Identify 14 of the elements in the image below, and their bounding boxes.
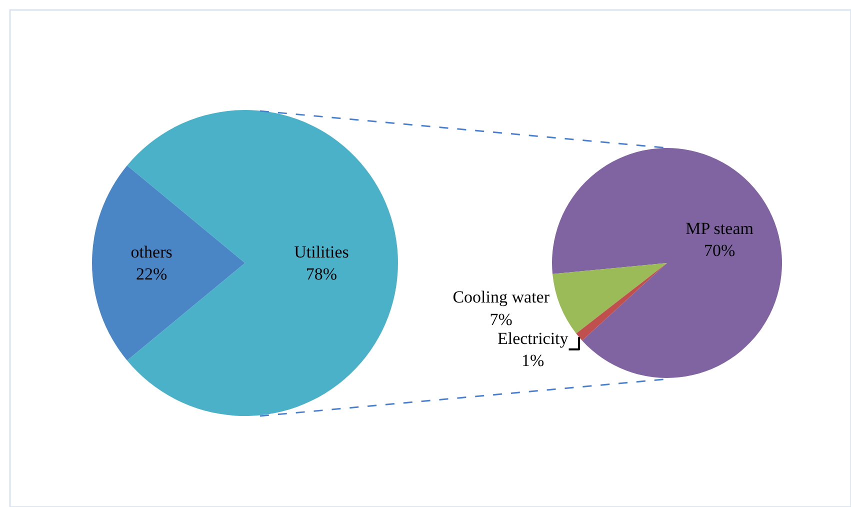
pie-slice <box>127 110 398 416</box>
slice-label: Electricity <box>497 328 569 348</box>
data-label: 7% <box>490 310 512 329</box>
pie-slice <box>92 165 245 361</box>
data-label: 78% <box>306 264 338 284</box>
data-label: 1% <box>522 350 544 370</box>
data-label: 70% <box>704 241 736 260</box>
slice-label: MP steam <box>686 219 754 238</box>
slice-label: Cooling water <box>452 288 550 307</box>
data-label: 22% <box>136 264 168 284</box>
slice-label: Utilities <box>294 242 349 262</box>
pie-slice <box>552 263 667 334</box>
slice-label: others <box>130 242 172 262</box>
pie-slice <box>576 263 667 341</box>
